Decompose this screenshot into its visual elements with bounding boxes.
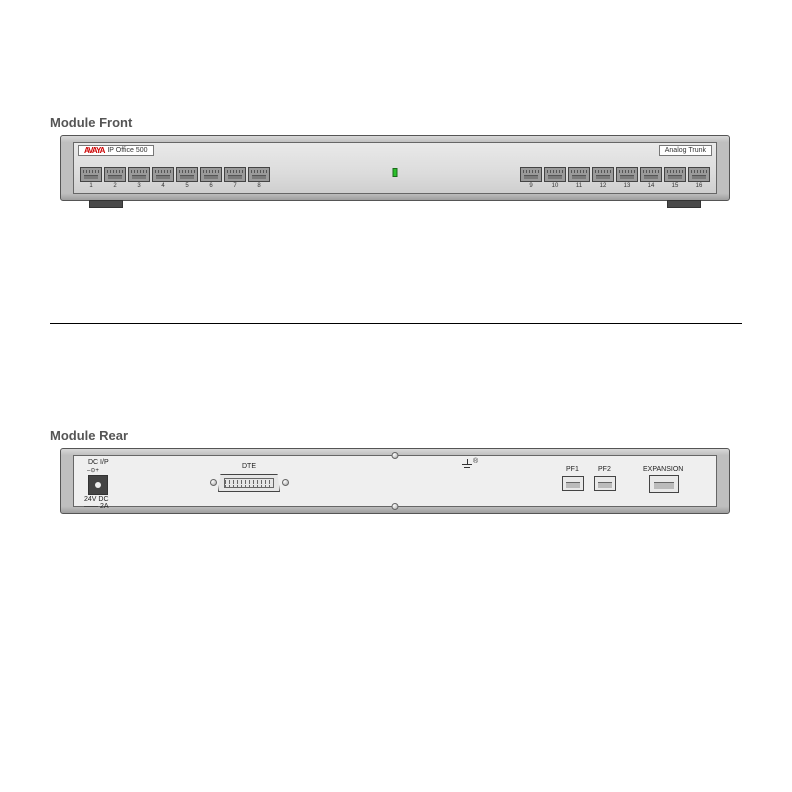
rj-jack-icon xyxy=(176,167,198,182)
pf2-port xyxy=(594,476,616,491)
front-ports-left: 1 2 3 4 5 6 7 8 xyxy=(80,167,270,189)
front-chassis: AVAYA IP Office 500 Analog Trunk 1234567… xyxy=(60,135,730,201)
rj-port: 2 xyxy=(104,167,126,189)
port-number: 2 xyxy=(113,183,116,189)
rj-jack-icon xyxy=(248,167,270,182)
rj-jack-icon xyxy=(520,167,542,182)
rj-port: 12 xyxy=(592,167,614,189)
rj-jack-icon xyxy=(152,167,174,182)
rear-chassis: DC I/P –⊙+ 24V DC —— 2A DTE ® PF1 PF2 EX… xyxy=(60,448,730,514)
dc-jack xyxy=(88,475,108,495)
port-number: 13 xyxy=(624,183,631,189)
dc-power-label: 24V DC —— 2A xyxy=(84,496,109,510)
expansion-label: EXPANSION xyxy=(643,466,683,473)
rj-port: 4 xyxy=(152,167,174,189)
rear-face: DC I/P –⊙+ 24V DC —— 2A DTE ® PF1 PF2 EX… xyxy=(73,455,717,507)
port-number: 10 xyxy=(552,183,559,189)
dte-label: DTE xyxy=(242,463,256,470)
front-face: AVAYA IP Office 500 Analog Trunk 1234567… xyxy=(73,142,717,194)
dte-port xyxy=(218,474,280,492)
port-number: 1 xyxy=(89,183,92,189)
pf2-label: PF2 xyxy=(598,466,611,473)
rj-jack-icon xyxy=(80,167,102,182)
port-number: 12 xyxy=(600,183,607,189)
port-number: 5 xyxy=(185,183,188,189)
rj-jack-icon xyxy=(544,167,566,182)
port-number: 16 xyxy=(696,183,703,189)
front-led xyxy=(393,168,398,177)
screw-icon xyxy=(392,503,399,510)
rj-port: 6 xyxy=(200,167,222,189)
screw-icon xyxy=(392,452,399,459)
rj-jack-icon xyxy=(616,167,638,182)
front-ports-right: 9 10 11 12 13 14 15 16 xyxy=(520,167,710,189)
rj-port: 1 xyxy=(80,167,102,189)
port-number: 8 xyxy=(257,183,260,189)
front-title: Module Front xyxy=(50,115,132,130)
rj-port: 13 xyxy=(616,167,638,189)
rj-port: 8 xyxy=(248,167,270,189)
expansion-port xyxy=(649,475,679,493)
rear-title: Module Rear xyxy=(50,428,128,443)
dc-polarity-label: –⊙+ xyxy=(87,467,99,474)
rj-jack-icon xyxy=(688,167,710,182)
port-number: 11 xyxy=(576,183,582,189)
rj-jack-icon xyxy=(224,167,246,182)
rj-port: 5 xyxy=(176,167,198,189)
front-badge-right-text: Analog Trunk xyxy=(665,147,706,154)
rj-port: 9 xyxy=(520,167,542,189)
dc-ip-label: DC I/P xyxy=(88,459,109,466)
port-number: 9 xyxy=(529,183,532,189)
rj-jack-icon xyxy=(592,167,614,182)
rj-jack-icon xyxy=(104,167,126,182)
front-badge-left: AVAYA IP Office 500 xyxy=(78,145,154,156)
rj-port: 7 xyxy=(224,167,246,189)
pf1-label: PF1 xyxy=(566,466,579,473)
section-divider xyxy=(50,323,742,324)
port-number: 4 xyxy=(161,183,164,189)
rj-port: 15 xyxy=(664,167,686,189)
front-badge-right: Analog Trunk xyxy=(659,145,712,156)
screw-icon xyxy=(282,479,289,486)
rj-jack-icon xyxy=(640,167,662,182)
port-number: 14 xyxy=(648,183,655,189)
rj-jack-icon xyxy=(200,167,222,182)
ground-icon: ® xyxy=(462,459,478,471)
port-number: 7 xyxy=(233,183,236,189)
port-number: 3 xyxy=(137,183,140,189)
screw-icon xyxy=(210,479,217,486)
rj-port: 16 xyxy=(688,167,710,189)
rj-port: 3 xyxy=(128,167,150,189)
brand-logo: AVAYA xyxy=(84,146,104,155)
rj-jack-icon xyxy=(568,167,590,182)
port-number: 6 xyxy=(209,183,212,189)
rj-jack-icon xyxy=(128,167,150,182)
rj-port: 10 xyxy=(544,167,566,189)
front-badge-left-text: IP Office 500 xyxy=(107,147,147,154)
port-number: 15 xyxy=(672,183,679,189)
rj-jack-icon xyxy=(664,167,686,182)
rj-port: 14 xyxy=(640,167,662,189)
pf1-port xyxy=(562,476,584,491)
rj-port: 11 xyxy=(568,167,590,189)
